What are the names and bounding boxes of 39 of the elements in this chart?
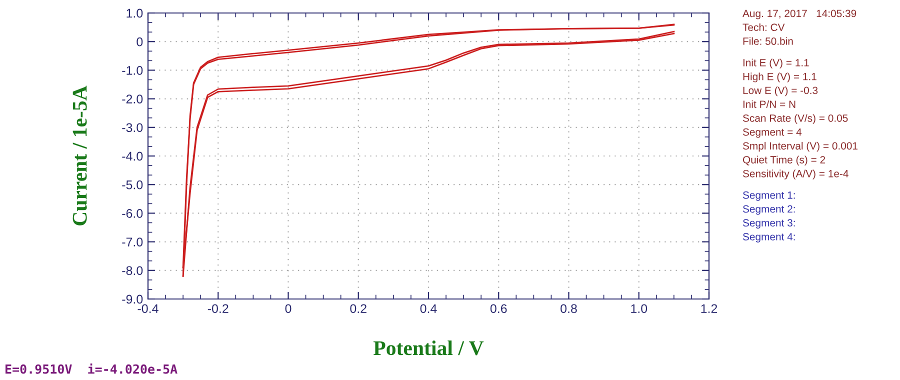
text: Aug. 17, 2017 14:05:39 xyxy=(742,10,856,20)
text: Tech: CV xyxy=(742,23,785,32)
y-tick-label: -4.0 xyxy=(122,152,143,161)
y-tick-label: -7.0 xyxy=(122,238,143,246)
text: Init E (V) = 1.1 xyxy=(743,58,809,68)
y-tick-label: -2.0 xyxy=(122,94,143,104)
text: File: 50.bin xyxy=(743,37,793,45)
y-tick-label: -5.0 xyxy=(122,180,143,190)
x-tick-label: 0.8 xyxy=(560,304,577,314)
y-tick-label: -8.0 xyxy=(122,266,143,276)
text: Segment 2: xyxy=(742,205,795,215)
x-axis-title: Potential / V xyxy=(373,340,484,356)
y-tick-label: -9.0 xyxy=(122,294,143,304)
text: Segment 1: xyxy=(742,191,795,201)
text: Smpl Interval (V) = 0.001 xyxy=(742,142,858,152)
text: Segment = 4 xyxy=(742,128,802,138)
text: Low E (V) = -0.3 xyxy=(743,86,818,96)
y-tick-label: 1.0 xyxy=(126,8,143,18)
x-tick-label: -0.2 xyxy=(208,304,228,314)
y-tick-label: -3.0 xyxy=(122,123,143,132)
x-tick-label: -0.4 xyxy=(138,304,158,314)
text: Scan Rate (V/s) = 0.05 xyxy=(742,114,848,124)
x-tick-label: 0.6 xyxy=(490,304,507,314)
y-axis-title: Current / 1e-5A xyxy=(72,86,87,226)
text: Sensitivity (A/V) = 1e-4 xyxy=(742,170,848,180)
x-tick-label: 0.4 xyxy=(420,304,437,314)
text: E=0.9510V i=-4.020e-5A xyxy=(6,363,178,374)
text: High E (V) = 1.1 xyxy=(743,72,816,82)
x-tick-label: 0 xyxy=(285,304,292,314)
x-tick-label: 1.2 xyxy=(701,304,718,313)
x-tick-label: 0.2 xyxy=(350,304,366,314)
y-tick-label: -6.0 xyxy=(122,209,143,218)
text: Segment 4: xyxy=(742,233,795,242)
y-tick-label: -1.0 xyxy=(122,66,143,75)
text: Quiet Time (s) = 2 xyxy=(742,156,826,166)
text: Segment 3: xyxy=(742,219,795,229)
text: Init P/N = N xyxy=(743,100,796,108)
y-tick-label: 0 xyxy=(136,37,143,46)
x-tick-label: 1.0 xyxy=(631,304,648,314)
